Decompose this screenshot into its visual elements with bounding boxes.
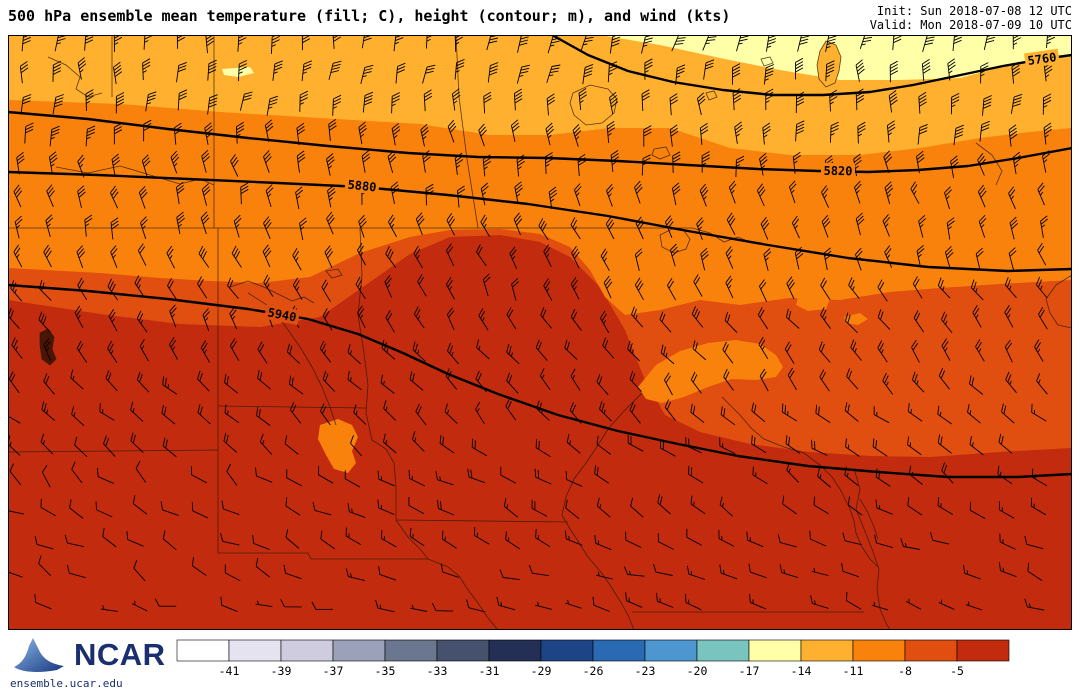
colorbar-tick-label: -11 <box>843 664 864 678</box>
map-frame <box>8 35 1072 630</box>
colorbar-tick-label: -23 <box>635 664 656 678</box>
contour-label-group: 5760 <box>1024 48 1060 69</box>
valid-time: Valid: Mon 2018-07-09 10 UTC <box>869 18 1072 32</box>
geo-border <box>465 586 499 630</box>
colorbar-tick-label: -5 <box>950 664 964 678</box>
colorbar-tick-label: -37 <box>323 664 344 678</box>
contour-label: 5880 <box>347 178 377 195</box>
lake <box>569 84 618 126</box>
geo-border <box>975 142 1003 186</box>
geo-border <box>395 519 429 560</box>
lake <box>760 56 774 67</box>
colorbar-tick-label: -35 <box>375 664 396 678</box>
geo-border <box>8 449 219 453</box>
colorbar-segment <box>228 639 282 662</box>
geo-border <box>395 519 569 523</box>
geo-border <box>455 35 479 229</box>
colorbar-tick-label: -29 <box>531 664 552 678</box>
temp-fill-lake-superior-warm <box>638 340 783 403</box>
colorbar-tick-label: -17 <box>739 664 760 678</box>
weather-map: 5760 5820 5880 5940 <box>8 35 1072 630</box>
geo-border <box>859 498 879 540</box>
colorbar-tick-label: -33 <box>427 664 448 678</box>
geo-border <box>357 227 397 520</box>
contour-label-group: 5820 <box>820 162 856 179</box>
contour-label: 5940 <box>266 305 297 324</box>
colorbar-segment <box>436 639 490 662</box>
colorbar-segment <box>904 639 958 662</box>
init-time: Init: Sun 2018-07-08 12 UTC <box>876 4 1072 18</box>
ncar-logo-text: NCAR <box>74 637 166 672</box>
wind-barbs <box>8 35 1056 613</box>
ncar-logo-mark <box>14 638 64 672</box>
colorbar-segment <box>592 639 646 662</box>
site-url: ensemble.ucar.edu <box>10 677 123 690</box>
lake <box>705 90 718 101</box>
colorbar-segment <box>644 639 698 662</box>
colorbar-segment <box>384 639 438 662</box>
temp-fill-lake-oahe-warm <box>318 419 358 473</box>
geo-border <box>721 396 845 498</box>
contour-label-group: 5940 <box>263 303 301 326</box>
contour-label-mask <box>344 176 380 195</box>
geo-border <box>8 227 753 244</box>
colorbar-segment <box>800 639 854 662</box>
colorbar-tick-label: -41 <box>219 664 240 678</box>
colorbar-tick-label: -31 <box>479 664 500 678</box>
colorbar-tick-label: -8 <box>898 664 912 678</box>
temp-fill-warm-patch-1 <box>796 293 830 311</box>
page-title: 500 hPa ensemble mean temperature (fill;… <box>8 7 731 25</box>
colorbar-tick-label: -20 <box>687 664 708 678</box>
temp-fill-yellow-spot <box>222 67 254 77</box>
colorbar-segment <box>540 639 594 662</box>
colorbar-segment <box>280 639 334 662</box>
colorbar-segment <box>956 639 1010 662</box>
contour-label-mask <box>263 303 301 326</box>
height-contour-5760 <box>551 35 1072 97</box>
height-contour-5880 <box>8 170 1072 273</box>
contour-label: 5820 <box>823 164 852 179</box>
geo-border <box>843 496 879 568</box>
geo-border <box>561 392 643 630</box>
contour-label: 5760 <box>1027 50 1058 68</box>
geo-border <box>853 468 891 630</box>
contour-label-mask <box>1024 48 1060 69</box>
contour-label-mask <box>820 162 856 179</box>
colorbar-segment <box>176 639 230 662</box>
colorbar-segment <box>488 639 542 662</box>
geo-border <box>47 56 103 98</box>
colorbar-tick-label: -14 <box>791 664 812 678</box>
run-times: Init: Sun 2018-07-08 12 UTC Valid: Mon 2… <box>870 4 1072 32</box>
colorbar-segment <box>696 639 750 662</box>
ncar-logo: NCAR <box>12 636 166 674</box>
contour-label-group: 5880 <box>344 176 380 195</box>
colorbar-tick-label: -39 <box>271 664 292 678</box>
lake <box>325 268 343 279</box>
colorbar: -41 -39 -37 -35 -33 -31 -29 -26 -23 -20 -17 -14 -11 -… <box>176 639 1010 678</box>
colorbar-segment <box>852 639 906 662</box>
lake <box>651 146 671 160</box>
geo-border <box>229 280 315 304</box>
colorbar-segment <box>332 639 386 662</box>
geo-border <box>1045 274 1072 329</box>
height-contour-5820 <box>8 110 1072 174</box>
lake <box>816 40 842 88</box>
colorbar-tick-label: -26 <box>583 664 604 678</box>
colorbar-segment <box>748 639 802 662</box>
